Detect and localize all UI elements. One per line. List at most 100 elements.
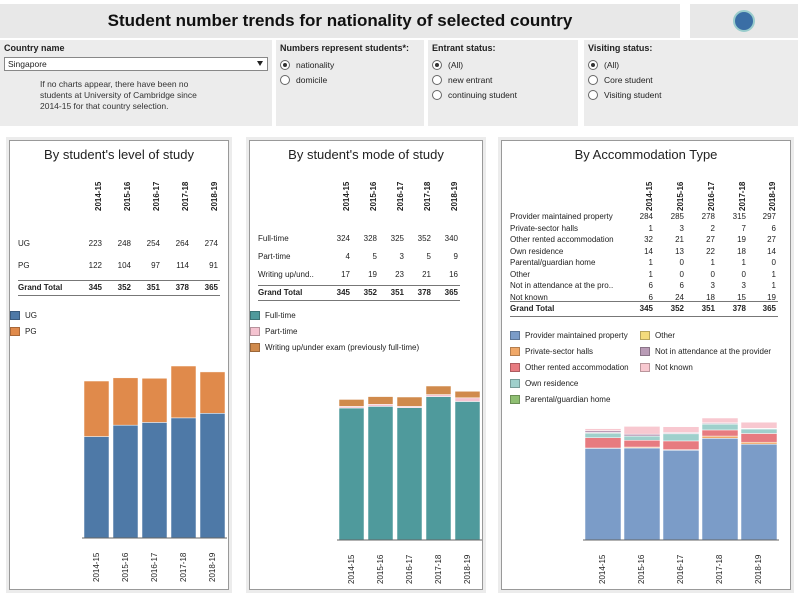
bar-segment[interactable] bbox=[701, 438, 739, 541]
table-divider bbox=[258, 285, 460, 286]
bar-segment[interactable] bbox=[623, 447, 661, 541]
legend-item[interactable]: Other rented accommodation bbox=[510, 363, 629, 372]
table-cell: 352 bbox=[363, 288, 377, 297]
radio-visiting-all[interactable]: (All) bbox=[588, 57, 794, 72]
bar-segment[interactable] bbox=[662, 440, 700, 450]
bar-segment[interactable] bbox=[367, 406, 394, 541]
radio-visiting-student[interactable]: Visiting student bbox=[588, 87, 794, 102]
table-cell: 0 bbox=[679, 269, 684, 279]
bar-segment[interactable] bbox=[662, 433, 700, 442]
bar-segment[interactable] bbox=[662, 426, 700, 433]
bar-segment[interactable] bbox=[662, 450, 700, 541]
bar-segment[interactable] bbox=[112, 377, 139, 426]
bar-segment[interactable] bbox=[584, 432, 622, 438]
bar-segment[interactable] bbox=[396, 396, 423, 407]
bar-segment[interactable] bbox=[112, 424, 139, 539]
bar-segment[interactable] bbox=[623, 440, 661, 448]
legend-swatch bbox=[510, 347, 520, 356]
country-select[interactable]: Singapore bbox=[4, 57, 268, 71]
year-header: 2016-17 bbox=[707, 181, 716, 211]
legend-item[interactable]: Other bbox=[640, 331, 675, 340]
bar-segment[interactable] bbox=[396, 407, 423, 541]
bar-segment[interactable] bbox=[199, 371, 226, 414]
table-cell: 1 bbox=[771, 281, 776, 290]
table-cell: 3 bbox=[710, 281, 715, 290]
legend-item[interactable]: Parental/guardian home bbox=[510, 395, 610, 404]
legend-item[interactable]: Not in attendance at the provider bbox=[640, 347, 771, 356]
bar-segment[interactable] bbox=[623, 435, 661, 441]
table-cell: 352 bbox=[670, 304, 684, 313]
table-cell: 21 bbox=[422, 270, 431, 279]
legend-item[interactable]: Full-time bbox=[250, 311, 296, 320]
bar-segment[interactable] bbox=[199, 413, 226, 539]
bar-segment[interactable] bbox=[740, 441, 778, 445]
radio-domicile[interactable]: domicile bbox=[280, 72, 420, 87]
bar-segment[interactable] bbox=[623, 433, 661, 437]
bar-segment[interactable] bbox=[338, 399, 365, 407]
bar-segment[interactable] bbox=[584, 448, 622, 541]
table-cell: 91 bbox=[209, 261, 218, 270]
bar-segment[interactable] bbox=[701, 435, 739, 439]
year-header: 2018-19 bbox=[768, 181, 777, 211]
bar-segment[interactable] bbox=[83, 380, 110, 437]
bar-segment[interactable] bbox=[367, 396, 394, 405]
bar-segment[interactable] bbox=[425, 396, 452, 541]
legend-item[interactable]: Part-time bbox=[250, 327, 297, 336]
table-cell: 248 bbox=[117, 239, 131, 248]
legend-item[interactable]: Private-sector halls bbox=[510, 347, 593, 356]
radio-checked-icon bbox=[588, 59, 598, 70]
bar-segment[interactable] bbox=[83, 436, 110, 539]
bar-segment[interactable] bbox=[740, 443, 778, 541]
radio-entrant-all[interactable]: (All) bbox=[432, 57, 574, 72]
table-cell: 2 bbox=[710, 223, 715, 233]
legend-item[interactable]: PG bbox=[10, 327, 37, 336]
bar-segment[interactable] bbox=[141, 378, 168, 423]
bar-segment[interactable] bbox=[425, 394, 452, 397]
table-cell: 19 bbox=[767, 292, 776, 302]
legend-item[interactable]: Not known bbox=[640, 363, 693, 372]
table-cell: 278 bbox=[701, 212, 715, 221]
bar-segment[interactable] bbox=[454, 401, 481, 541]
radio-new-entrant[interactable]: new entrant bbox=[432, 72, 574, 87]
bar-segment[interactable] bbox=[454, 391, 481, 399]
bar-segment[interactable] bbox=[701, 417, 739, 424]
legend-swatch bbox=[250, 327, 260, 336]
mode-panel: By student's mode of study 2014-15 2015-1… bbox=[249, 140, 483, 590]
bar-segment[interactable] bbox=[740, 428, 778, 434]
row-label: Full-time bbox=[258, 234, 289, 243]
entrant-filter: Entrant status: (All) new entrant contin… bbox=[428, 40, 578, 126]
legend-item[interactable]: UG bbox=[10, 311, 37, 320]
table-cell: 9 bbox=[453, 252, 458, 261]
radio-core-student[interactable]: Core student bbox=[588, 72, 794, 87]
table-cell: 104 bbox=[117, 261, 131, 270]
title-bar: Student number trends for nationality of… bbox=[0, 4, 680, 38]
radio-continuing[interactable]: continuing student bbox=[432, 87, 574, 102]
legend-item[interactable]: Writing up/under exam (previously full-t… bbox=[250, 343, 419, 352]
table-cell: 1 bbox=[648, 223, 653, 233]
grand-total-label: Grand Total bbox=[258, 288, 303, 297]
table-cell: 315 bbox=[732, 212, 746, 221]
bar-segment[interactable] bbox=[425, 385, 452, 395]
bar-segment[interactable] bbox=[584, 437, 622, 449]
bar-segment[interactable] bbox=[338, 407, 365, 541]
bar-segment[interactable] bbox=[584, 430, 622, 433]
legend-item[interactable]: Provider maintained property bbox=[510, 331, 628, 340]
table-divider bbox=[510, 301, 778, 302]
bar-segment[interactable] bbox=[740, 421, 778, 429]
bar-segment[interactable] bbox=[623, 426, 661, 435]
table-cell: 365 bbox=[204, 283, 218, 292]
bar-segment[interactable] bbox=[454, 397, 481, 402]
bar-segment[interactable] bbox=[141, 422, 168, 539]
bar-segment[interactable] bbox=[701, 423, 739, 431]
bar-segment[interactable] bbox=[170, 417, 197, 539]
bar-segment[interactable] bbox=[367, 404, 394, 407]
radio-nationality[interactable]: nationality bbox=[280, 57, 420, 72]
x-axis-label: 2018-19 bbox=[754, 554, 763, 584]
bar-segment[interactable] bbox=[584, 428, 622, 431]
bar-segment[interactable] bbox=[701, 429, 739, 437]
bar-segment[interactable] bbox=[170, 365, 197, 419]
legend-item[interactable]: Own residence bbox=[510, 379, 578, 388]
table-cell: 122 bbox=[88, 261, 102, 270]
bar-segment[interactable] bbox=[740, 433, 778, 443]
note-line: students at University of Cambridge sinc… bbox=[40, 90, 197, 100]
